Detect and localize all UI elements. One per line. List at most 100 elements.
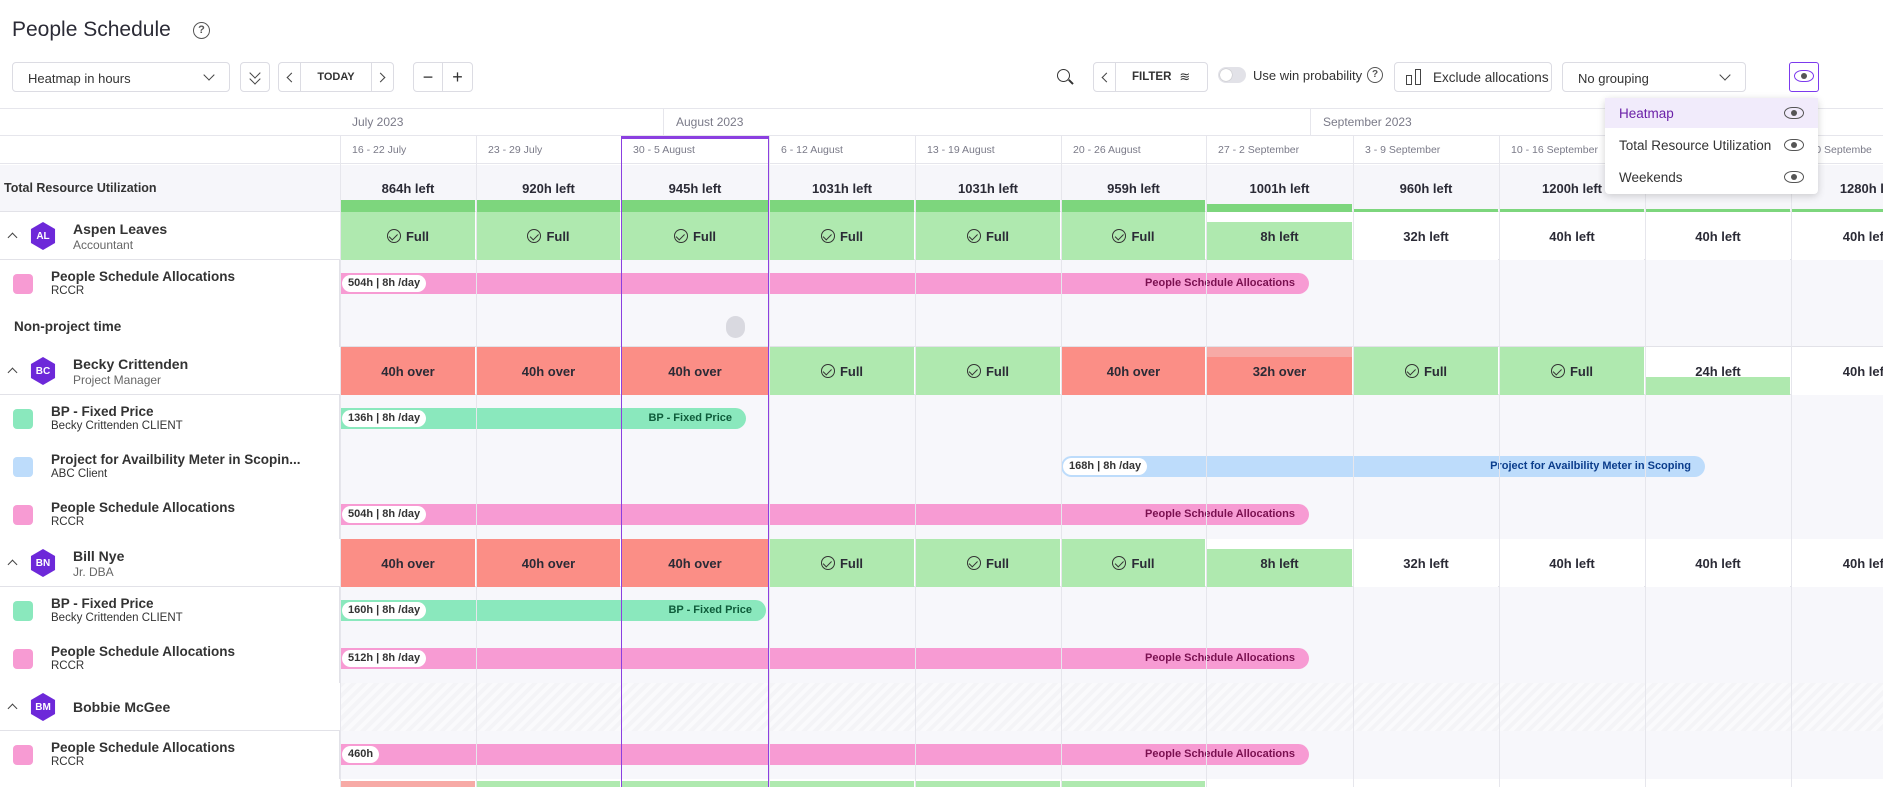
chevron-down-icon bbox=[203, 69, 215, 81]
heatmap-value: Full bbox=[405, 228, 430, 244]
column-divider bbox=[1499, 136, 1500, 787]
heatmap-value: Full bbox=[839, 555, 864, 571]
heatmap-cell[interactable]: Full bbox=[1354, 347, 1498, 395]
heatmap-cell[interactable]: Full bbox=[770, 539, 914, 587]
chevron-right-icon bbox=[376, 72, 386, 82]
heatmap-cell[interactable]: 40h over bbox=[341, 347, 475, 395]
zoom-in-button[interactable]: + bbox=[452, 66, 463, 87]
heatmap-cell[interactable]: 40h left bbox=[1792, 539, 1883, 587]
today-button[interactable]: TODAY bbox=[317, 71, 355, 83]
help-icon[interactable]: ? bbox=[1367, 67, 1383, 83]
heatmap-value: Full bbox=[839, 228, 864, 244]
menu-item-total-utilization[interactable]: Total Resource Utilization bbox=[1605, 130, 1818, 160]
allocation-hours: 160h | 8h /day bbox=[342, 602, 427, 619]
check-circle-icon bbox=[820, 364, 835, 378]
project-name[interactable]: BP - Fixed Price bbox=[51, 404, 154, 419]
heatmap-cell[interactable]: 40h over bbox=[1062, 347, 1205, 395]
heatmap-cell[interactable]: Full bbox=[477, 212, 620, 260]
grouping-select[interactable]: No grouping bbox=[1562, 62, 1746, 92]
heatmap-cell[interactable]: Full bbox=[1062, 539, 1205, 587]
heatmap-value: 40h over bbox=[521, 555, 576, 571]
view-options-menu: Heatmap Total Resource Utilization Weeke… bbox=[1605, 98, 1818, 194]
allocation-bar[interactable]: 504h | 8h /day People Schedule Allocation… bbox=[340, 504, 1309, 525]
check-circle-icon bbox=[1112, 229, 1127, 243]
check-circle-icon bbox=[966, 364, 981, 378]
person-name[interactable]: Bill Nye bbox=[73, 548, 125, 564]
utilization-cell: 1200h left bbox=[1542, 180, 1602, 196]
person-name[interactable]: Becky Crittenden bbox=[73, 356, 189, 372]
allocation-bar[interactable]: 168h | 8h /day Project for Availbility Me… bbox=[1061, 456, 1705, 477]
heatmap-cell[interactable]: 40h over bbox=[341, 539, 475, 587]
heatmap-cell[interactable]: 40h left bbox=[1500, 212, 1644, 260]
heatmap-cell[interactable]: Full bbox=[341, 212, 475, 260]
avatar: BM bbox=[30, 693, 56, 721]
heatmap-cell[interactable]: 40h over bbox=[477, 539, 620, 587]
exclude-allocations-button[interactable]: Exclude allocations bbox=[1394, 62, 1552, 92]
drag-handle[interactable] bbox=[726, 316, 745, 338]
project-cell bbox=[0, 260, 340, 307]
heatmap-cell[interactable]: 32h over bbox=[1207, 347, 1352, 395]
heatmap-cell[interactable]: Full bbox=[622, 212, 768, 260]
heatmap-cell[interactable]: Full bbox=[770, 212, 914, 260]
heatmap-cell[interactable]: 32h left bbox=[1354, 539, 1498, 587]
heatmap-cell[interactable]: 40h left bbox=[1646, 539, 1790, 587]
heatmap-cell[interactable]: 40h over bbox=[622, 539, 768, 587]
filter-button[interactable]: FILTER ≋ bbox=[1116, 69, 1190, 85]
heatmap-cell[interactable]: 40h over bbox=[477, 347, 620, 395]
week-label: 30 - 5 August bbox=[633, 144, 695, 156]
project-name[interactable]: People Schedule Allocations bbox=[51, 740, 236, 755]
project-name[interactable]: BP - Fixed Price bbox=[51, 596, 154, 611]
win-probability-toggle[interactable] bbox=[1218, 67, 1246, 83]
heatmap-cell[interactable]: Full bbox=[770, 347, 914, 395]
heatmap-cell[interactable]: 32h left bbox=[1354, 212, 1498, 260]
project-name[interactable]: People Schedule Allocations bbox=[51, 644, 236, 659]
help-icon[interactable]: ? bbox=[193, 22, 210, 39]
utilization-bar bbox=[916, 200, 1060, 212]
heatmap-cell[interactable]: 40h left bbox=[1500, 539, 1644, 587]
heatmap-cell[interactable]: Full bbox=[916, 539, 1060, 587]
prev-period-button[interactable] bbox=[279, 63, 301, 91]
zoom-out-button[interactable]: − bbox=[414, 63, 443, 91]
heatmap-value: Full bbox=[1131, 228, 1155, 244]
collapse-all-button[interactable] bbox=[240, 62, 270, 92]
menu-item-heatmap[interactable]: Heatmap bbox=[1605, 98, 1818, 128]
utilization-cell: 960h left bbox=[1399, 180, 1453, 196]
heatmap-cell[interactable]: Full bbox=[1062, 212, 1205, 260]
heatmap-cell[interactable]: 8h left bbox=[1207, 539, 1352, 587]
utilization-bar bbox=[1792, 209, 1883, 212]
allocation-bar[interactable]: 460h People Schedule Allocations bbox=[340, 744, 1309, 765]
allocation-bar[interactable]: 136h | 8h /day BP - Fixed Price bbox=[340, 408, 746, 429]
heatmap-cell[interactable]: 24h left bbox=[1646, 347, 1790, 395]
heatmap-cell[interactable]: 40h left bbox=[1792, 212, 1883, 260]
filter-back-button[interactable] bbox=[1094, 63, 1116, 91]
allocation-bar[interactable]: 504h | 8h /day People Schedule Allocation… bbox=[340, 273, 1309, 294]
project-client: RCCR bbox=[51, 285, 85, 297]
allocation-hours: 504h | 8h /day bbox=[342, 275, 427, 292]
heatmap-cell[interactable]: 40h left bbox=[1792, 347, 1883, 395]
heatmap-cell[interactable]: Full bbox=[1500, 347, 1644, 395]
menu-item-weekends[interactable]: Weekends bbox=[1605, 162, 1818, 192]
person-name[interactable]: Bobbie McGee bbox=[73, 699, 171, 715]
heatmap-cell[interactable]: 40h over bbox=[622, 347, 768, 395]
view-mode-select[interactable]: Heatmap in hours bbox=[12, 62, 230, 92]
next-period-button[interactable] bbox=[370, 63, 393, 91]
allocation-bar[interactable]: 160h | 8h /day BP - Fixed Price bbox=[340, 600, 766, 621]
heatmap-cell[interactable]: 8h left bbox=[1207, 212, 1352, 260]
view-options-button[interactable] bbox=[1789, 62, 1819, 92]
heatmap-cell[interactable]: Full bbox=[916, 347, 1060, 395]
allocation-bar[interactable]: 512h | 8h /day People Schedule Allocation… bbox=[340, 648, 1309, 669]
month-header bbox=[0, 108, 1883, 136]
check-circle-icon bbox=[386, 229, 401, 243]
project-name[interactable]: Project for Availbility Meter in Scopin.… bbox=[51, 452, 301, 467]
heatmap-cell[interactable]: Full bbox=[916, 212, 1060, 260]
heatmap-value: Full bbox=[985, 228, 1010, 244]
search-button[interactable] bbox=[1054, 66, 1076, 88]
chevron-left-icon bbox=[1101, 72, 1111, 82]
non-project-label: Non-project time bbox=[14, 319, 122, 334]
project-name[interactable]: People Schedule Allocations bbox=[51, 500, 236, 515]
heatmap-value: Full bbox=[1423, 363, 1448, 379]
project-name[interactable]: People Schedule Allocations bbox=[51, 269, 236, 284]
heatmap-cell[interactable]: 40h left bbox=[1646, 212, 1790, 260]
project-color-swatch bbox=[13, 649, 33, 669]
person-name[interactable]: Aspen Leaves bbox=[73, 221, 168, 237]
